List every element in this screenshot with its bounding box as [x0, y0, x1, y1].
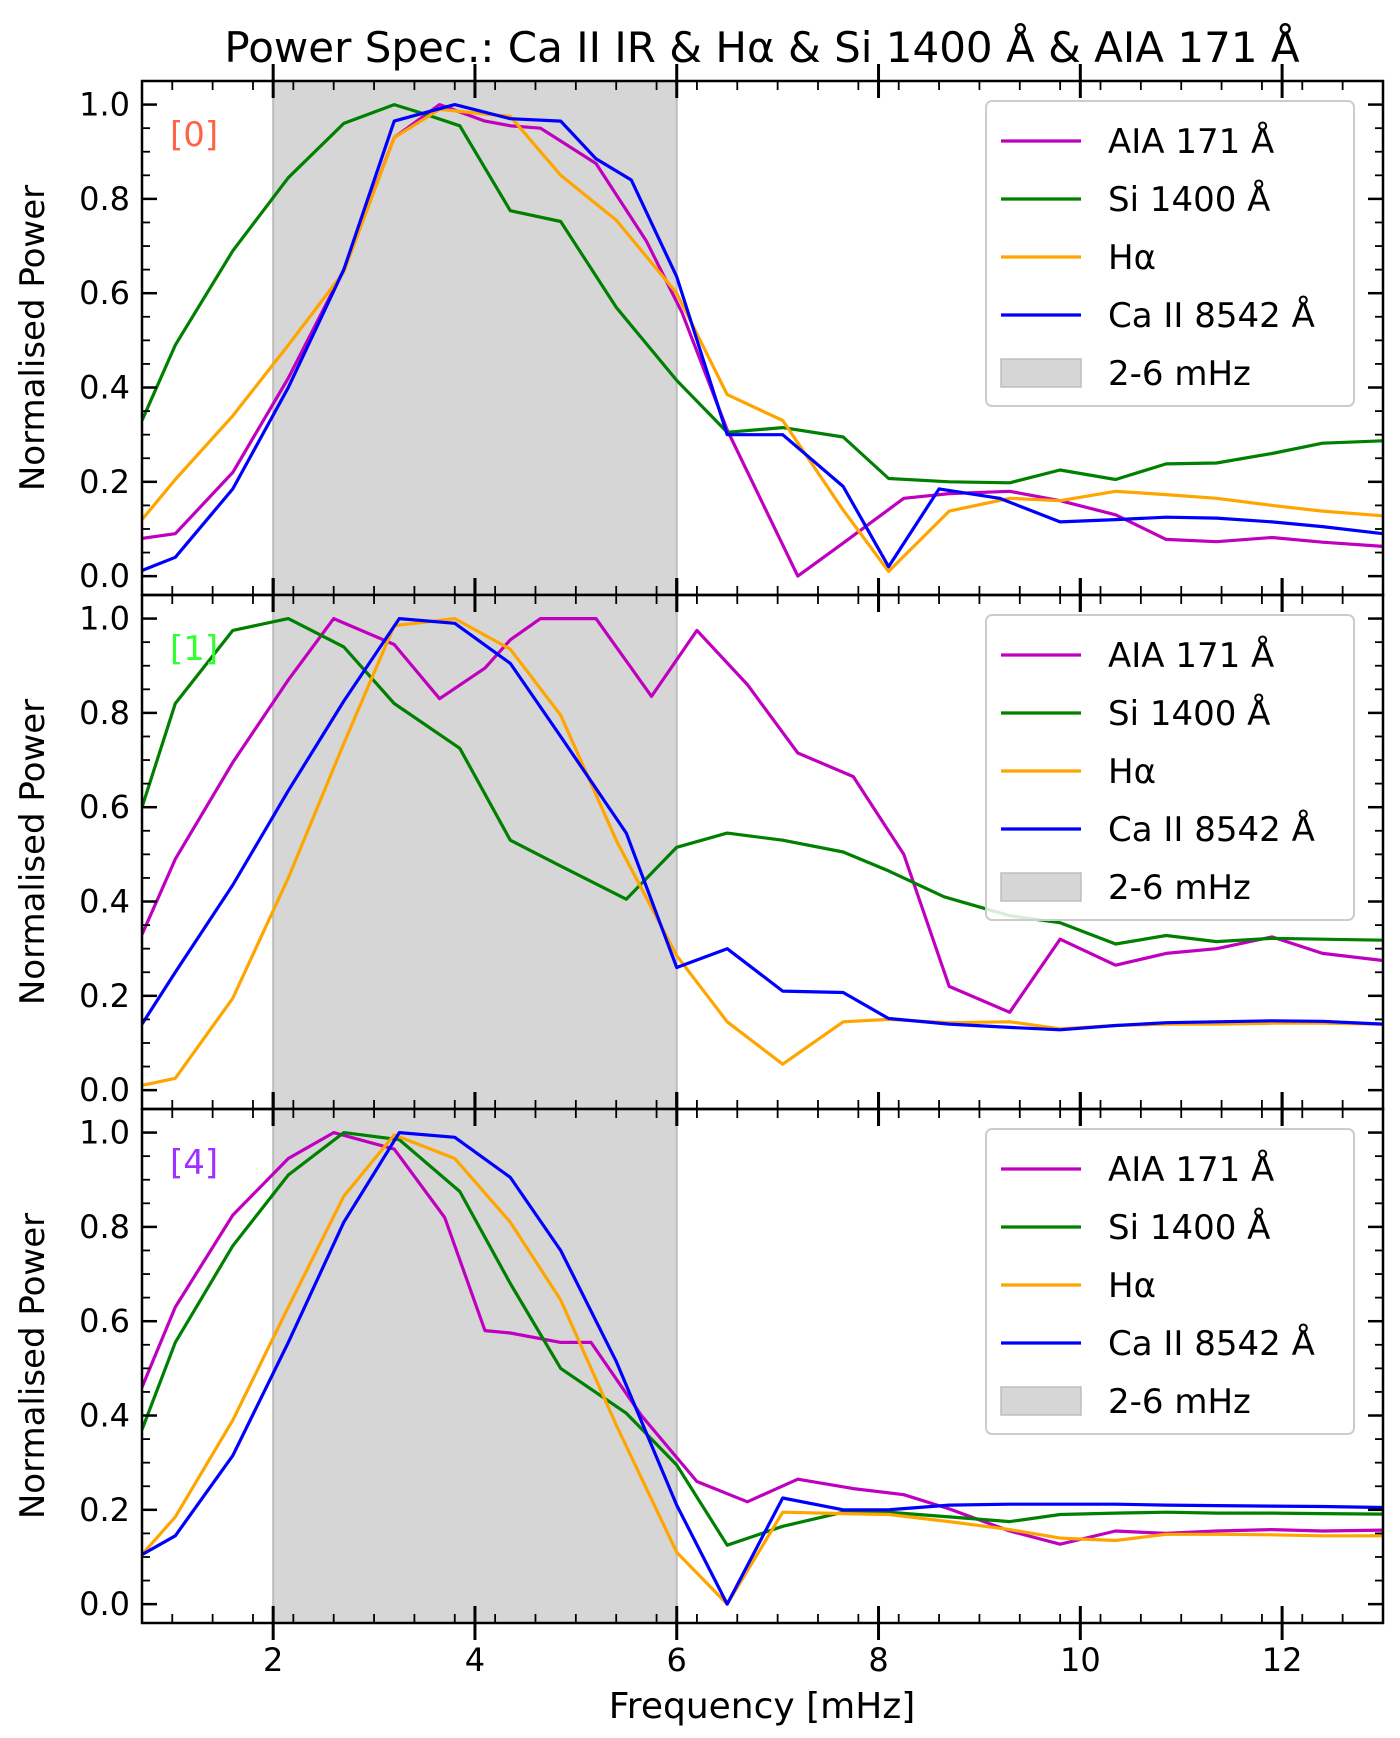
shaded-band-2-6-mhz: [272, 80, 678, 596]
y-tick-label: 1.0: [79, 1114, 130, 1152]
y-tick-label: 0.8: [79, 694, 130, 732]
y-axis-label: Normalised Power: [13, 699, 53, 1005]
legend-entry-label: AIA 171 Å: [1108, 1149, 1274, 1190]
legend-entry-label: Ca II 8542 Å: [1108, 1323, 1315, 1364]
series-line-h-: [142, 1133, 1383, 1606]
panel-label: [0]: [170, 115, 218, 155]
legend-swatch-band: [1000, 872, 1082, 902]
y-tick-label: 0.2: [79, 1491, 130, 1529]
panel-2: 2 4 6 8 10 12 0.0 0.2 0.4 0.6 0.8 1.0 Normalised Pow…: [13, 1092, 1385, 1679]
legend-box: [985, 614, 1355, 921]
y-axis-label: Normalised Power: [13, 1213, 53, 1519]
y-tick-label: 0.2: [79, 463, 130, 501]
y-tick-label: 0.2: [79, 977, 130, 1015]
y-tick-label: 0.6: [79, 1302, 130, 1340]
legend-swatch-band: [1000, 1386, 1082, 1416]
x-tick-label: 6: [667, 1641, 687, 1679]
x-tick-label: 2: [263, 1641, 283, 1679]
series-line-ca-ii-8542-: [142, 102, 1383, 572]
series-group: [142, 1130, 1383, 1606]
series-line-ca-ii-8542-: [142, 1130, 1383, 1606]
legend-entry-label: Hα: [1108, 238, 1156, 278]
y-tick-label: 0.0: [79, 1585, 130, 1623]
y-tick-label: 0.4: [79, 1397, 130, 1435]
legend-entry-label: 2-6 mHz: [1108, 868, 1251, 908]
x-axis-label: Frequency [mHz]: [609, 1686, 916, 1727]
y-axis-label: Normalised Power: [13, 185, 53, 491]
panel-label: [1]: [170, 629, 218, 669]
y-tick-label: 0.6: [79, 274, 130, 312]
legend-entry-label: Si 1400 Å: [1108, 1207, 1270, 1248]
legend-entry-label: Ca II 8542 Å: [1108, 295, 1315, 336]
series-line-aia-171-: [142, 616, 1383, 1014]
y-tick-label: 0.4: [79, 369, 130, 407]
x-tick-label: 12: [1262, 1641, 1303, 1679]
legend-box: [985, 1128, 1355, 1435]
legend-entry-label: Ca II 8542 Å: [1108, 809, 1315, 850]
series-line-aia-171-: [142, 1130, 1383, 1546]
y-tick-label: 0.0: [79, 557, 130, 595]
x-tick-label: 8: [868, 1641, 888, 1679]
legend-entry-label: Si 1400 Å: [1108, 179, 1270, 220]
y-tick-label: 0.4: [79, 883, 130, 921]
y-tick-label: 0.0: [79, 1071, 130, 1109]
series-group: [142, 102, 1383, 578]
panels: 0.0 0.2 0.4 0.6 0.8 1.0 Normalised Power [0] AIA…: [13, 64, 1385, 1679]
y-tick-label: 0.6: [79, 788, 130, 826]
y-tick-label: 1.0: [79, 86, 130, 124]
legend-entry-label: Hα: [1108, 752, 1156, 792]
x-tick-label: 10: [1060, 1641, 1101, 1679]
legend-entry-label: Si 1400 Å: [1108, 693, 1270, 734]
panel-1: 0.0 0.2 0.4 0.6 0.8 1.0 Normalised Power [1] AIA…: [13, 578, 1385, 1126]
legend-entry-label: AIA 171 Å: [1108, 635, 1274, 676]
legend-entry-label: 2-6 mHz: [1108, 354, 1251, 394]
legend-swatch-band: [1000, 358, 1082, 388]
y-tick-label: 0.8: [79, 180, 130, 218]
plot-frame: [140, 1107, 1385, 1625]
y-tick-label: 0.8: [79, 1208, 130, 1246]
shaded-band-2-6-mhz: [272, 1108, 678, 1624]
legend-box: [985, 100, 1355, 407]
shaded-band-2-6-mhz: [272, 594, 678, 1110]
panel-label: [4]: [170, 1143, 218, 1183]
legend-entry-label: Hα: [1108, 1266, 1156, 1306]
series-line-si-1400-: [142, 1130, 1383, 1547]
legend-entry-label: 2-6 mHz: [1108, 1382, 1251, 1422]
y-tick-label: 1.0: [79, 600, 130, 638]
legend-entry-label: AIA 171 Å: [1108, 121, 1274, 162]
x-tick-label: 4: [465, 1641, 485, 1679]
series-line-ca-ii-8542-: [142, 616, 1383, 1032]
series-line-si-1400-: [142, 616, 1383, 946]
series-group: [142, 616, 1383, 1087]
figure-title: Power Spec.: Ca II IR & Hα & Si 1400 Å &…: [224, 22, 1300, 72]
